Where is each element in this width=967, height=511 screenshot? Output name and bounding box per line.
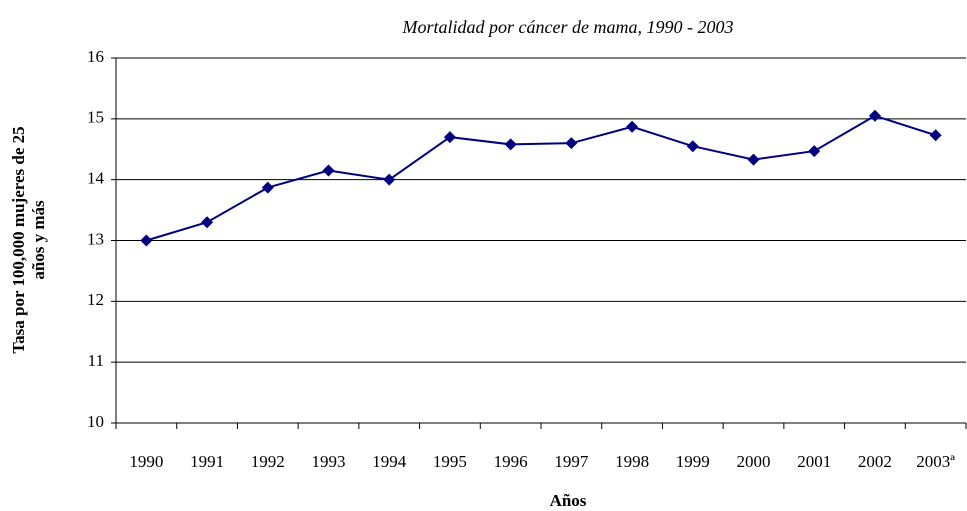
data-point — [201, 216, 214, 229]
data-line — [146, 114, 936, 242]
y-axis-label-line: años y más — [29, 200, 48, 280]
y-tick-label: 10 — [87, 412, 104, 431]
data-point — [140, 234, 153, 247]
data-point — [868, 109, 881, 122]
x-tick-label: 1990 — [129, 452, 163, 471]
x-tick-label: 1996 — [494, 452, 528, 471]
data-point — [565, 137, 578, 150]
data-point — [929, 129, 942, 142]
y-tick-label: 16 — [87, 47, 104, 66]
data-point — [626, 120, 639, 133]
x-tick-label: 1995 — [433, 452, 467, 471]
y-axis-label: Tasa por 100,000 mujeres de 25 años y má… — [9, 126, 48, 353]
data-point — [747, 153, 760, 166]
x-tick-label: 1997 — [554, 452, 589, 471]
x-tick-label: 1999 — [676, 452, 710, 471]
y-tick-label: 12 — [87, 290, 104, 309]
x-tick-label: 1993 — [312, 452, 346, 471]
x-tick-label: 2000 — [737, 452, 771, 471]
data-point — [686, 140, 699, 153]
data-point — [383, 173, 396, 186]
data-point — [504, 138, 517, 151]
x-tick-label: 2002 — [858, 452, 892, 471]
x-axis-label: Años — [550, 491, 587, 510]
x-tick-label: 1994 — [372, 452, 407, 471]
y-tick-label: 15 — [87, 108, 104, 127]
x-tick-label: 1991 — [190, 452, 224, 471]
x-tick-label: 2003ª — [916, 452, 955, 471]
data-point — [261, 181, 274, 194]
x-tick-label: 1992 — [251, 452, 285, 471]
data-point — [322, 164, 335, 177]
y-tick-label: 13 — [87, 229, 104, 248]
y-tick-label: 14 — [87, 169, 105, 188]
chart-title: Mortalidad por cáncer de mama, 1990 - 20… — [402, 17, 734, 37]
y-axis-label-line: Tasa por 100,000 mujeres de 25 — [9, 126, 28, 353]
x-tick-label: 2001 — [797, 452, 831, 471]
x-tick-label: 1998 — [615, 452, 649, 471]
data-point — [808, 145, 821, 158]
y-tick-label: 11 — [88, 351, 104, 370]
data-point — [443, 131, 456, 144]
